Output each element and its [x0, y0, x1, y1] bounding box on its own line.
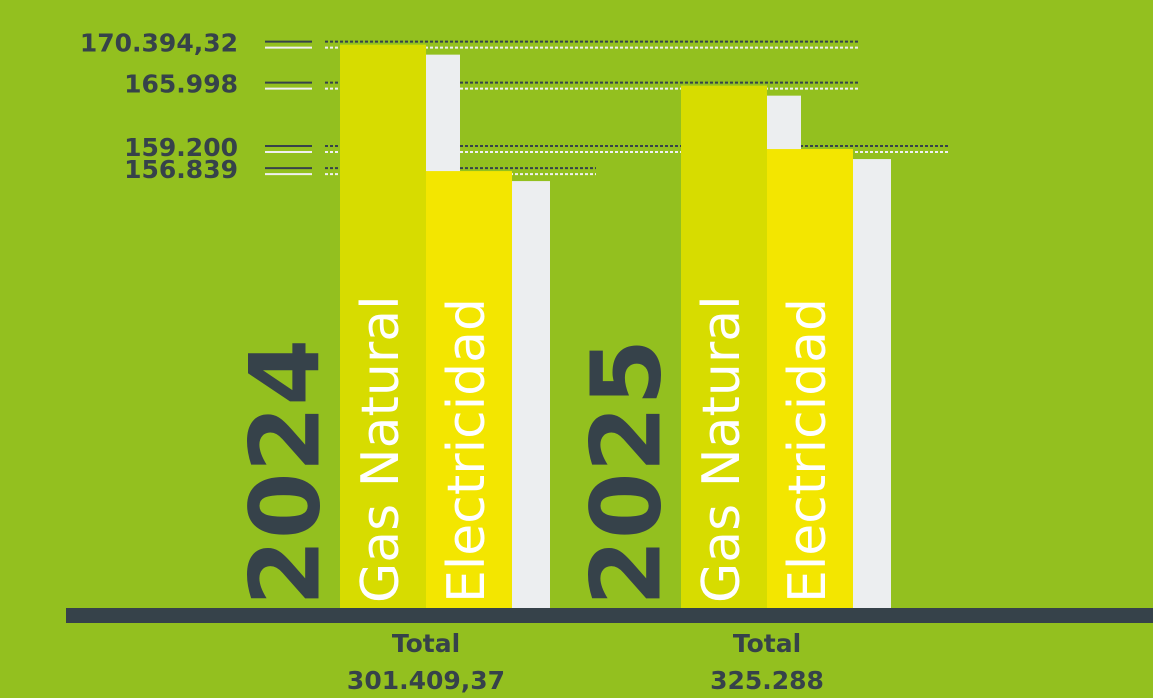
bar: [767, 149, 853, 609]
series-label: Electricidad: [778, 298, 838, 603]
total-value: 301.409,37: [347, 666, 505, 695]
year-label: 2025: [570, 339, 682, 606]
series-label: Gas Natural: [351, 295, 411, 603]
series-label: Electricidad: [437, 298, 497, 603]
bar-shadow: [512, 181, 550, 608]
y-tick-label: 170.394,32: [80, 29, 238, 58]
y-tick-label: 156.839: [124, 155, 238, 184]
bar: [340, 44, 426, 608]
bar: [681, 85, 767, 609]
series-label: Gas Natural: [692, 295, 752, 603]
baseline: [66, 608, 1153, 623]
bar-shadow: [853, 159, 891, 609]
y-tick-label: 159.200: [124, 133, 238, 162]
y-tick-label: 165.998: [124, 70, 238, 99]
total-label: Total: [392, 629, 460, 658]
total-value: 325.288: [710, 666, 824, 695]
total-label: Total: [733, 629, 801, 658]
year-label: 2024: [229, 339, 341, 606]
bar: [426, 171, 512, 608]
